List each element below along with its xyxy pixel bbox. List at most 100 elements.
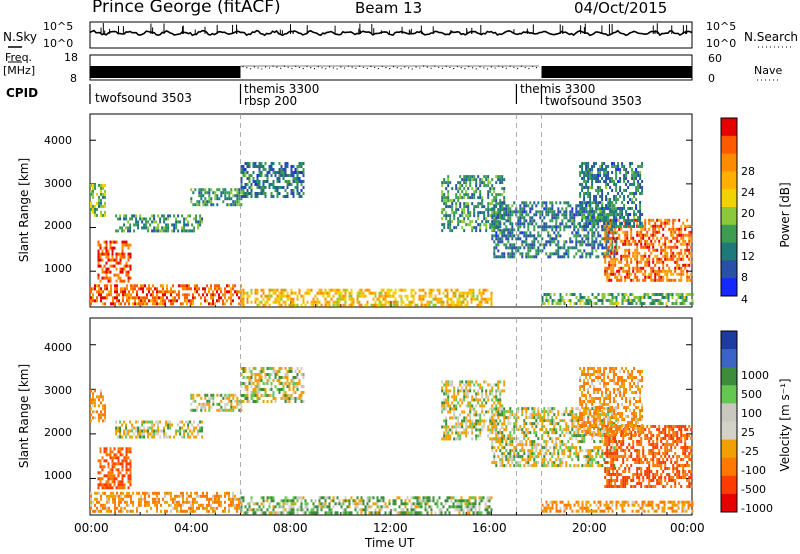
power-cell — [300, 183, 303, 186]
velocity-cell — [280, 388, 283, 391]
power-cell — [290, 297, 293, 301]
power-cell — [499, 204, 502, 208]
power-cell — [126, 287, 128, 291]
power-cell — [615, 246, 618, 250]
power-cell — [443, 199, 446, 203]
power-cell — [234, 200, 237, 204]
power-cell — [513, 201, 516, 205]
noise-sky-trace — [89, 29, 693, 37]
velocity-cell — [424, 499, 427, 503]
velocity-cell — [208, 509, 210, 513]
power-cell — [644, 272, 647, 276]
velocity-cell — [350, 496, 353, 500]
power-cell — [587, 171, 590, 174]
power-cell — [173, 214, 176, 218]
power-cell — [652, 245, 655, 249]
power-cell — [587, 299, 590, 302]
power-cell — [493, 225, 496, 229]
velocity-cell — [430, 499, 433, 503]
velocity-cell — [300, 505, 303, 509]
velocity-cell — [137, 429, 140, 433]
power-cell — [579, 240, 582, 244]
velocity-cell — [430, 511, 433, 515]
velocity-cell — [380, 505, 383, 509]
velocity-cell — [424, 502, 427, 506]
velocity-cell — [418, 505, 421, 509]
velocity-cell — [422, 499, 425, 503]
power-cell — [547, 234, 550, 238]
power-cell — [350, 294, 353, 298]
power-cell — [680, 251, 683, 255]
power-cell — [509, 228, 512, 232]
power-cell — [127, 279, 130, 283]
power-cell — [581, 240, 584, 244]
velocity-cell — [352, 502, 355, 506]
power-cell — [250, 195, 253, 198]
power-cell — [587, 216, 590, 219]
power-cell — [581, 237, 584, 241]
power-cell — [160, 302, 162, 306]
power-cell — [611, 293, 614, 296]
power-cell — [563, 201, 566, 205]
power-cell — [541, 219, 544, 223]
velocity-cell — [204, 402, 207, 406]
velocity-cell — [290, 382, 293, 385]
power-cell — [111, 252, 114, 256]
power-cell — [535, 252, 538, 256]
power-cell — [420, 294, 423, 298]
power-cell — [116, 293, 118, 297]
power-cell — [691, 299, 694, 302]
velocity-cell — [368, 496, 371, 500]
power-cell — [470, 288, 473, 292]
power-cell — [394, 300, 397, 304]
velocity-cell — [120, 497, 122, 501]
velocity-cell — [246, 394, 249, 397]
power-cell — [650, 269, 653, 273]
power-cell — [455, 202, 458, 206]
power-cell — [137, 220, 140, 224]
power-cell — [608, 245, 611, 249]
velocity-cell — [282, 508, 285, 512]
velocity-cell — [101, 468, 104, 472]
power-cell — [511, 252, 514, 256]
velocity-cell — [113, 453, 116, 457]
power-cell — [690, 260, 693, 264]
power-cell — [634, 272, 637, 276]
power-cell — [587, 210, 590, 214]
velocity-cell — [342, 502, 345, 506]
velocity-cell — [302, 511, 305, 515]
power-cell — [485, 208, 488, 212]
power-cell — [616, 278, 619, 282]
power-cell — [658, 239, 661, 243]
velocity-cell — [258, 388, 261, 391]
power-cell — [292, 195, 295, 198]
power-cell — [139, 214, 142, 218]
power-cell — [633, 177, 636, 180]
velocity-cell — [256, 502, 259, 506]
nave-dot — [486, 68, 489, 70]
power-cell — [200, 191, 203, 195]
velocity-cell — [296, 496, 299, 500]
power-cell — [688, 257, 691, 261]
power-cell — [188, 293, 190, 297]
power-cell — [298, 171, 301, 174]
velocity-cell — [198, 393, 201, 397]
velocity-cell — [246, 397, 249, 400]
power-cell — [561, 213, 564, 217]
power-cell — [655, 293, 658, 296]
power-cell — [653, 293, 656, 296]
velocity-cell — [286, 397, 289, 400]
power-cell — [617, 165, 620, 168]
power-cell — [316, 297, 319, 301]
power-cell — [118, 293, 120, 297]
power-cell — [604, 239, 607, 243]
power-cell — [348, 291, 351, 295]
power-cell — [545, 222, 548, 226]
velocity-cell — [153, 435, 156, 439]
velocity-cell — [262, 394, 265, 397]
power-cell — [116, 296, 118, 300]
power-cell — [388, 288, 391, 292]
velocity-cell — [244, 370, 247, 373]
power-cell — [665, 302, 668, 305]
velocity-cell — [356, 502, 359, 506]
